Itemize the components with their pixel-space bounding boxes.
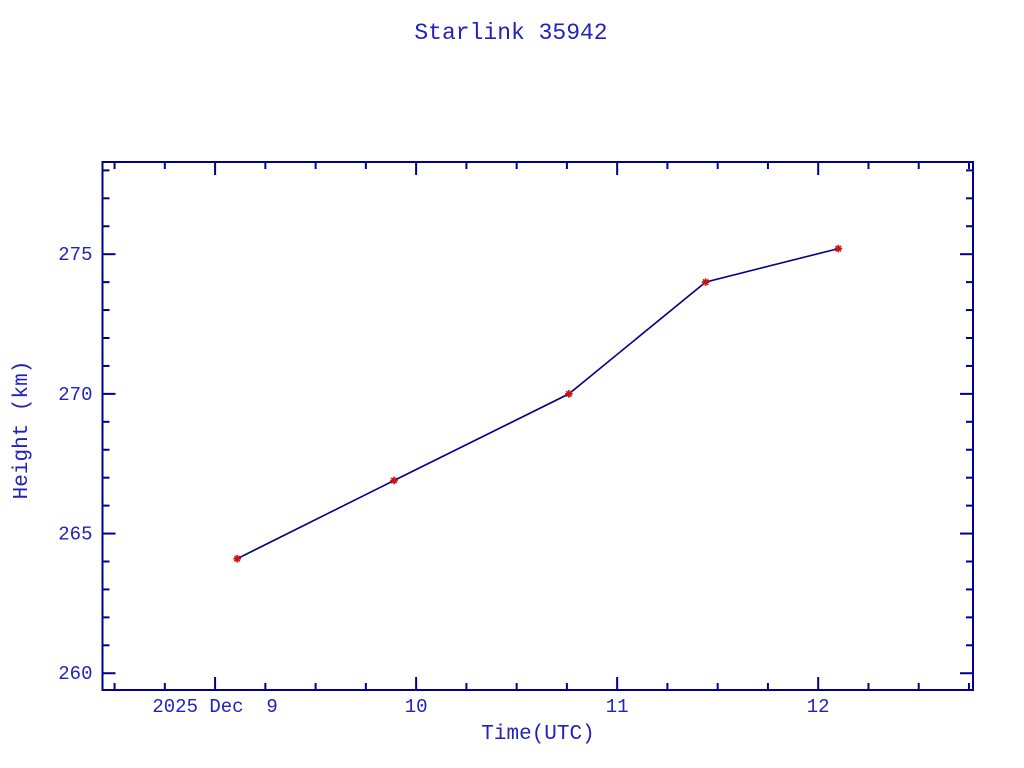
y-tick-label: 265 bbox=[58, 524, 92, 546]
y-tick-label: 275 bbox=[58, 244, 92, 266]
x-tick-label: 12 bbox=[807, 696, 830, 718]
marker-arm bbox=[565, 390, 573, 398]
data-point-marker bbox=[701, 278, 710, 286]
data-point-marker bbox=[390, 476, 398, 485]
data-point-marker bbox=[834, 244, 843, 253]
x-axis-title: Time(UTC) bbox=[481, 723, 594, 746]
x-tick-label: 10 bbox=[405, 696, 428, 718]
y-tick-label: 270 bbox=[58, 384, 92, 406]
x-tick-label: 11 bbox=[606, 696, 629, 718]
marker-arm bbox=[835, 245, 842, 252]
data-point-marker bbox=[565, 390, 573, 398]
y-tick-label: 260 bbox=[58, 663, 92, 685]
height-series-line bbox=[236, 247, 839, 560]
marker-arm bbox=[233, 555, 241, 562]
plot-layer: 2025 Dec 9 10 11 12 260 265 270 275 bbox=[58, 161, 974, 718]
marker-arm bbox=[702, 278, 709, 286]
marker-arm bbox=[390, 477, 398, 484]
chart-title: Starlink 35942 bbox=[414, 20, 607, 46]
data-point-marker bbox=[233, 554, 241, 563]
plot-border bbox=[101, 161, 974, 691]
x-tick-label: 2025 Dec 9 bbox=[152, 696, 277, 718]
y-axis-title: Height (km) bbox=[11, 361, 34, 500]
